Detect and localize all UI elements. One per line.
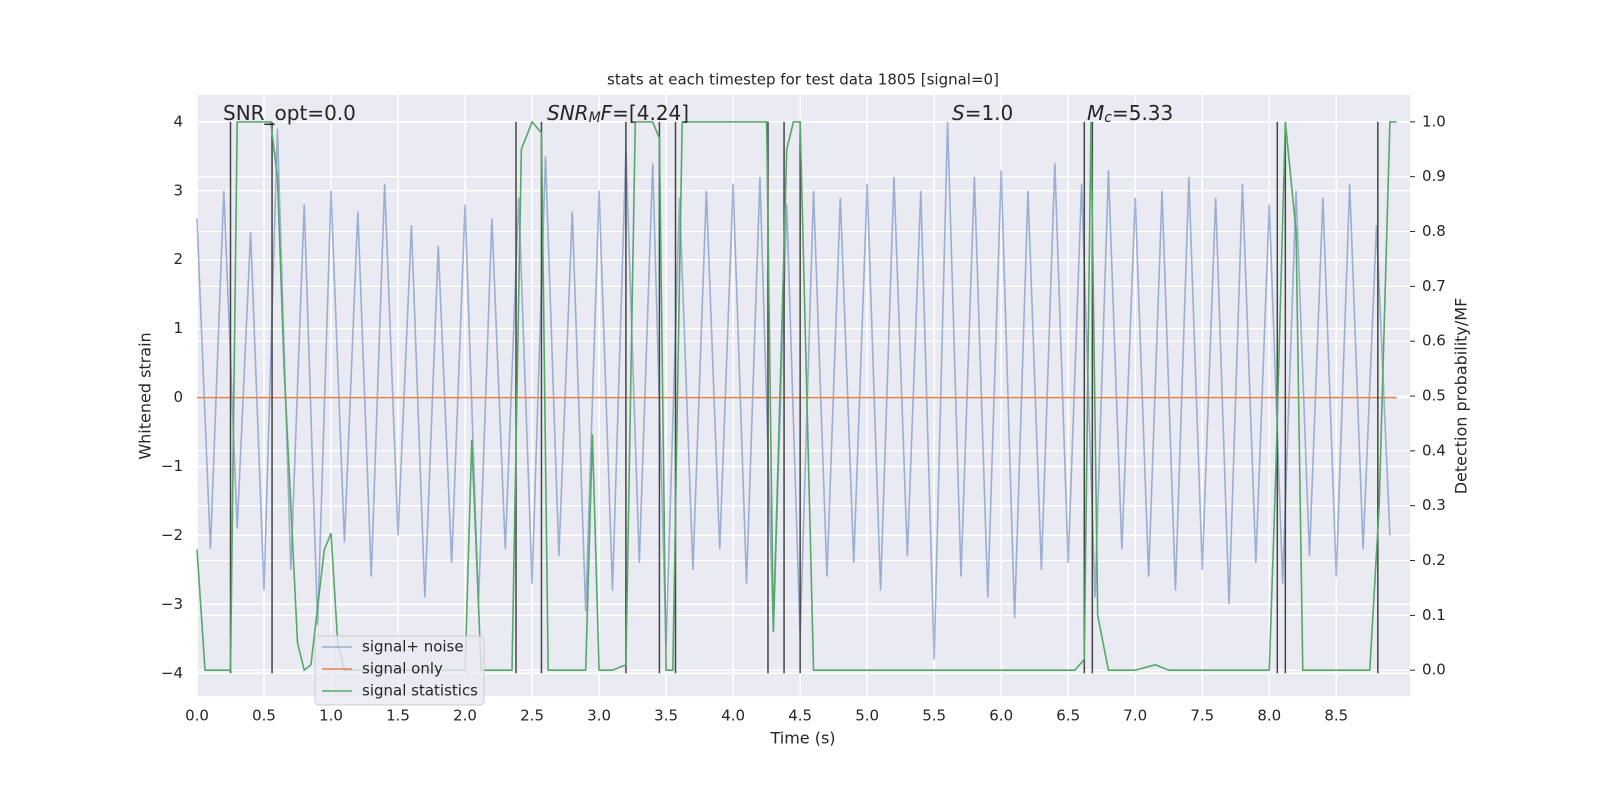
y2-tick-label: 0.3 <box>1422 496 1446 514</box>
y-tick-label: 1 <box>173 319 183 337</box>
annotation-part: F <box>601 101 613 125</box>
y-tick-label: 0 <box>173 388 183 406</box>
annotation-part: M <box>589 110 601 126</box>
y2-tick-label: 0.5 <box>1422 387 1446 405</box>
x-tick-label: 0.0 <box>185 707 209 725</box>
x-tick-label: 1.5 <box>386 707 410 725</box>
y-tick-label: −3 <box>161 595 183 613</box>
y-tick-label: −4 <box>161 664 183 682</box>
y2-tick-label: 0.7 <box>1422 277 1446 295</box>
legend-label: signal only <box>362 660 443 678</box>
annotation-part: S <box>952 101 965 125</box>
x-tick-label: 3.0 <box>587 707 611 725</box>
x-tick-label: 6.0 <box>989 707 1013 725</box>
annotation-part: SNR_opt=0.0 <box>223 101 356 125</box>
x-tick-label: 8.5 <box>1324 707 1348 725</box>
x-tick-label: 7.5 <box>1190 707 1214 725</box>
x-tick-label: 5.5 <box>922 707 946 725</box>
y-tick-label: 2 <box>173 250 183 268</box>
legend-label: signal+ noise <box>362 638 464 656</box>
y2-tick-label: 0.0 <box>1422 661 1446 679</box>
x-axis-label: Time (s) <box>769 729 835 748</box>
x-tick-label: 6.5 <box>1056 707 1080 725</box>
y2-tick-label: 0.9 <box>1422 167 1446 185</box>
x-tick-label: 8.0 <box>1257 707 1281 725</box>
y2-axis-label: Detection probability/MF <box>1452 298 1471 495</box>
y2-tick-label: 0.1 <box>1422 606 1446 624</box>
x-tick-label: 0.5 <box>252 707 276 725</box>
legend-label: signal statistics <box>362 682 478 700</box>
annotation-part: =5.33 <box>1112 101 1173 125</box>
annotation: SNR_opt=0.0 <box>223 101 356 125</box>
series-line <box>196 121 1391 660</box>
x-tick-label: 5.0 <box>855 707 879 725</box>
y-tick-label: 4 <box>173 112 183 130</box>
y2-tick-label: 0.6 <box>1422 332 1446 350</box>
chart-title: stats at each timestep for test data 180… <box>607 71 999 89</box>
x-tick-label: 2.5 <box>520 707 544 725</box>
y2-tick-label: 0.8 <box>1422 222 1446 240</box>
legend <box>314 635 485 706</box>
annotation: SNRMF=[4.24] <box>547 101 689 126</box>
y-tick-label: −1 <box>161 457 183 475</box>
x-tick-label: 3.5 <box>654 707 678 725</box>
annotation-part: M <box>1087 101 1104 125</box>
annotation-part: =[4.24] <box>612 101 689 125</box>
y2-tick-label: 1.0 <box>1422 112 1446 130</box>
x-tick-label: 1.0 <box>319 707 343 725</box>
series-line <box>196 120 1397 672</box>
annotation-part: =1.0 <box>965 101 1014 125</box>
annotation: S=1.0 <box>952 101 1013 125</box>
annotation: Mc=5.33 <box>1087 101 1173 126</box>
annotation-part: c <box>1104 110 1112 126</box>
y2-tick-label: 0.4 <box>1422 441 1446 459</box>
y-tick-label: 3 <box>173 181 183 199</box>
x-tick-label: 4.5 <box>788 707 812 725</box>
x-tick-label: 4.0 <box>721 707 745 725</box>
y-tick-label: −2 <box>161 526 183 544</box>
annotation-part: SNR <box>547 101 589 125</box>
y-axis-label: Whitened strain <box>136 332 155 459</box>
y2-tick-label: 0.2 <box>1422 551 1446 569</box>
x-tick-label: 2.0 <box>453 707 477 725</box>
x-tick-label: 7.0 <box>1123 707 1147 725</box>
